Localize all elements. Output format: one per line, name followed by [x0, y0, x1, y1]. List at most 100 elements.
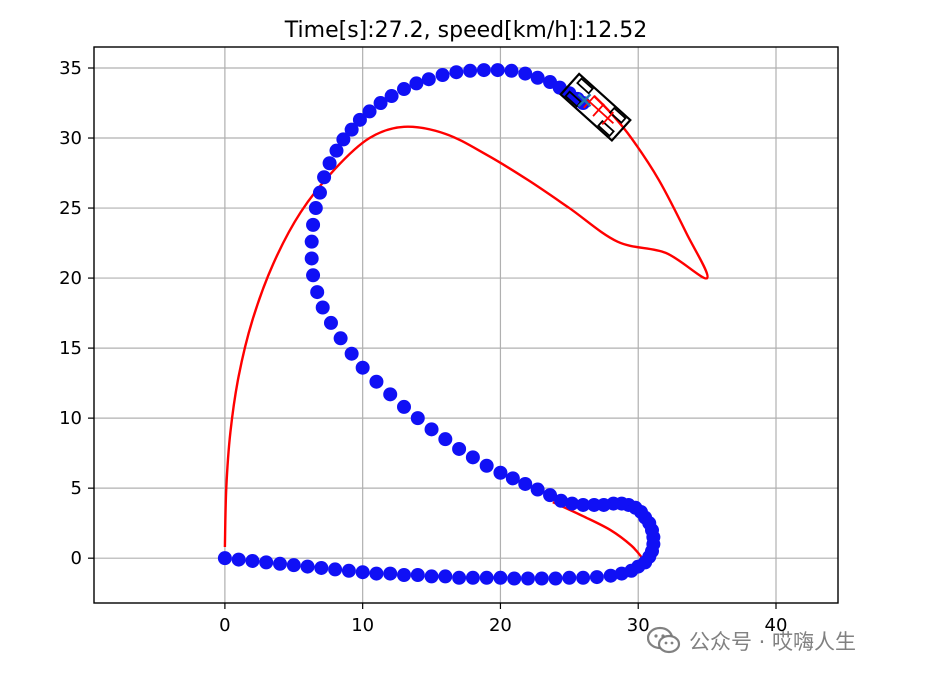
tracked-point — [300, 559, 315, 574]
tracked-point — [565, 496, 580, 511]
tracked-point — [518, 66, 533, 81]
tracked-point — [596, 497, 611, 512]
tracked-point — [312, 185, 327, 200]
axes-frame — [93, 46, 839, 604]
y-tick-label: 35 — [59, 58, 82, 79]
vehicle-wheel — [597, 119, 615, 138]
tracked-point — [397, 567, 411, 582]
tracked-point — [435, 68, 450, 83]
tracked-point — [465, 570, 480, 585]
tracked-point — [530, 482, 545, 497]
tracked-point — [336, 132, 351, 147]
tracked-point — [245, 553, 260, 568]
tracked-point — [543, 488, 558, 503]
tracked-point — [490, 63, 505, 78]
tracked-point — [507, 571, 522, 586]
tracked-point — [449, 65, 464, 80]
tracked-point — [217, 551, 232, 566]
tracked-point — [355, 360, 370, 375]
tracked-point — [304, 251, 319, 266]
tracked-point — [383, 566, 398, 581]
tracked-point — [344, 346, 359, 361]
tracked-point — [397, 399, 411, 414]
tick-layer: 0 10 20 30 40 0 5 10 15 20 25 30 35 — [59, 58, 787, 636]
tracked-point — [304, 234, 319, 249]
tracked-point — [493, 465, 508, 480]
tracked-point — [452, 570, 467, 585]
tracked-point — [308, 201, 323, 216]
series-layer — [217, 63, 709, 586]
tracked-point — [329, 143, 344, 158]
y-tick-label: 10 — [59, 408, 82, 429]
tracked-point — [369, 566, 384, 581]
tracked-point — [333, 331, 348, 346]
tracked-point — [463, 63, 478, 78]
vehicle-wheel — [576, 77, 594, 95]
tracked-point — [505, 471, 520, 486]
tracked-point — [421, 72, 436, 87]
tracked-point — [306, 268, 321, 283]
vehicle-body — [559, 72, 632, 143]
tracked-point — [273, 556, 287, 571]
vehicle-wheel — [564, 90, 583, 108]
tracked-point — [397, 82, 411, 97]
tracked-point — [310, 285, 325, 300]
tracked-point — [554, 493, 569, 508]
tracked-point — [315, 300, 330, 315]
tracked-point — [548, 571, 563, 586]
tracked-point — [410, 567, 425, 582]
tracked-point — [479, 570, 494, 585]
chart-title: Time[s]:27.2, speed[km/h]:12.52 — [284, 18, 647, 43]
tracked-point — [534, 571, 549, 586]
tracked-point — [286, 558, 301, 573]
vehicle-heading-line — [584, 97, 615, 125]
tracked-point — [576, 570, 591, 585]
tracked-point — [438, 569, 453, 584]
tracked-point — [410, 411, 425, 426]
tracked-point — [231, 552, 246, 567]
tracked-point — [452, 441, 467, 456]
grid-layer — [94, 47, 838, 603]
tracked-point — [352, 112, 367, 127]
tracked-point — [493, 570, 508, 585]
tracked-point — [322, 156, 337, 171]
tracked-point — [384, 89, 399, 104]
tracked-point — [562, 570, 577, 585]
tracked-point — [306, 217, 321, 232]
reference-course-line-lower — [552, 501, 644, 559]
tracked-point — [259, 555, 274, 570]
y-tick-label: 0 — [71, 548, 82, 569]
tracked-point — [317, 170, 332, 185]
target-point — [577, 93, 592, 108]
tracked-point — [521, 571, 535, 586]
tracked-point — [409, 76, 424, 91]
tracked-point — [504, 63, 519, 78]
vehicle-layer — [559, 72, 632, 143]
x-tick-label: 30 — [627, 615, 650, 636]
x-tick-label: 20 — [489, 615, 512, 636]
tracked-point — [424, 422, 439, 437]
vehicle-wheel — [608, 106, 627, 125]
y-tick-label: 25 — [59, 198, 82, 219]
tracked-point — [576, 497, 591, 512]
tracked-point — [530, 70, 545, 85]
tracked-point — [355, 565, 370, 580]
tracked-point — [369, 374, 384, 389]
watermark: 公众号 · 哎嗨人生 — [647, 623, 856, 659]
tracked-point — [518, 476, 533, 491]
y-tick-label: 5 — [71, 478, 82, 499]
watermark-text: 公众号 · 哎嗨人生 — [689, 630, 857, 654]
x-tick-label: 10 — [351, 615, 374, 636]
tracked-point — [341, 563, 356, 578]
x-tick-label: 40 — [765, 615, 788, 636]
tracked-point — [344, 122, 359, 137]
target-mark-b — [577, 93, 592, 108]
wechat-icon — [647, 626, 681, 654]
tracked-point — [587, 497, 602, 512]
tracked-point — [479, 458, 494, 473]
x-tick-label: 0 — [219, 615, 230, 636]
tracked-point — [373, 96, 388, 111]
tracked-point — [362, 104, 377, 119]
